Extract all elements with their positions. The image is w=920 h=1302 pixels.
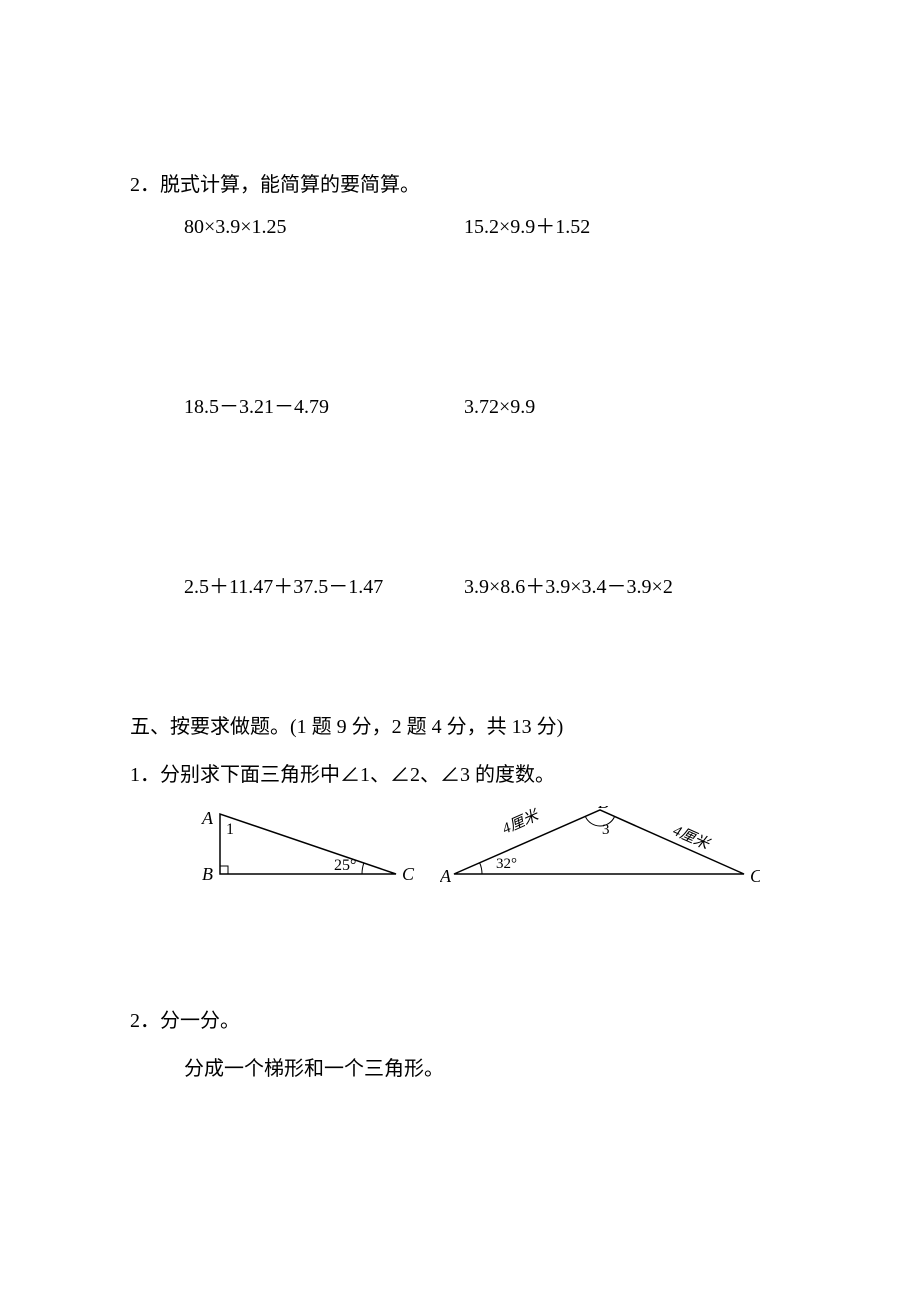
question-5-2-header: 2．分一分。: [130, 1006, 790, 1036]
question-5-2-detail: 分成一个梯形和一个三角形。: [184, 1054, 790, 1084]
problem-row-2: 18.5－3.21－4.79 3.72×9.9: [184, 392, 790, 422]
svg-text:C: C: [402, 864, 415, 884]
svg-text:1: 1: [226, 821, 234, 838]
problem-1b: 15.2×9.9＋1.52: [464, 212, 790, 242]
problem-3a: 2.5＋11.47＋37.5－1.47: [184, 572, 464, 602]
problem-2a: 18.5－3.21－4.79: [184, 392, 464, 422]
svg-text:4厘米: 4厘米: [500, 806, 543, 838]
svg-text:4厘米: 4厘米: [670, 822, 713, 854]
problem-2b: 3.72×9.9: [464, 392, 790, 422]
question-5-1-header: 1．分别求下面三角形中∠1、∠2、∠3 的度数。: [130, 760, 790, 790]
problem-3b: 3.9×8.6＋3.9×3.4－3.9×2: [464, 572, 790, 602]
section-5-header: 五、按要求做题。(1 题 9 分，2 题 4 分，共 13 分): [130, 712, 790, 742]
triangle-figure-2: A B C 4厘米 4厘米 3 32°: [440, 806, 760, 896]
svg-text:A: A: [201, 808, 214, 828]
figures-container: A B C 1 25° A B C 4厘米 4厘米 3 32°: [190, 806, 790, 896]
problem-1a: 80×3.9×1.25: [184, 212, 464, 242]
svg-text:3: 3: [602, 822, 610, 838]
triangle-figure-1: A B C 1 25°: [190, 806, 420, 896]
svg-text:B: B: [598, 806, 609, 812]
svg-text:B: B: [202, 864, 213, 884]
svg-text:32°: 32°: [496, 856, 517, 872]
problem-row-3: 2.5＋11.47＋37.5－1.47 3.9×8.6＋3.9×3.4－3.9×…: [184, 572, 790, 602]
svg-text:A: A: [440, 866, 452, 886]
question-2-header: 2．脱式计算，能简算的要简算。: [130, 170, 790, 200]
svg-text:C: C: [750, 866, 760, 886]
svg-text:25°: 25°: [334, 857, 356, 874]
problem-row-1: 80×3.9×1.25 15.2×9.9＋1.52: [184, 212, 790, 242]
